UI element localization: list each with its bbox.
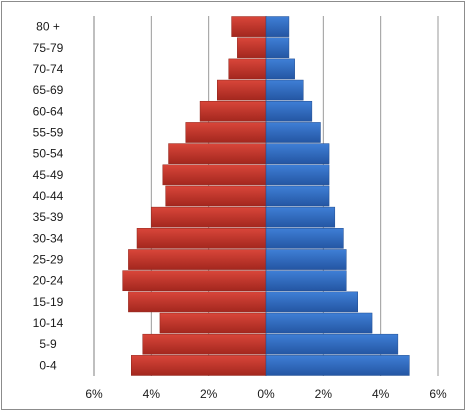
bar-right-45-49 <box>265 164 330 186</box>
bar-right-80- <box>265 16 290 37</box>
bar-right-0-4 <box>265 355 410 376</box>
category-label-80-: 80 + <box>36 20 60 34</box>
bar-right-75-79 <box>265 37 290 59</box>
category-label-50-54: 50-54 <box>33 147 64 161</box>
bar-left-50-54 <box>168 143 267 164</box>
bar-right-50-54 <box>265 143 330 164</box>
category-label-25-29: 25-29 <box>33 253 64 267</box>
bar-left-0-4 <box>131 355 267 376</box>
x-tick-label-5: 4% <box>372 387 390 401</box>
x-tick-label-0: 6% <box>85 387 103 401</box>
category-label-0-4: 0-4 <box>39 358 57 372</box>
x-tick-label-4: 2% <box>315 387 333 401</box>
category-label-5-9: 5-9 <box>39 337 57 351</box>
x-tick-label-6: 6% <box>429 387 447 401</box>
category-label-45-49: 45-49 <box>33 168 64 182</box>
bar-left-35-39 <box>151 206 267 228</box>
category-label-15-19: 15-19 <box>33 295 64 309</box>
bar-right-40-44 <box>265 185 330 207</box>
bar-right-55-59 <box>265 122 321 143</box>
category-label-10-14: 10-14 <box>33 316 64 330</box>
bar-left-5-9 <box>142 333 267 355</box>
bar-left-25-29 <box>128 249 267 270</box>
bar-left-60-64 <box>199 100 267 122</box>
bar-left-15-19 <box>128 291 267 313</box>
bar-left-55-59 <box>185 122 267 143</box>
bar-left-45-49 <box>162 164 267 186</box>
x-tick-label-2: 2% <box>200 387 218 401</box>
bar-left-20-24 <box>122 270 267 292</box>
bar-right-70-74 <box>265 58 295 80</box>
bar-right-60-64 <box>265 100 313 122</box>
bar-right-25-29 <box>265 249 347 270</box>
bar-right-15-19 <box>265 291 358 313</box>
bar-left-80- <box>231 16 267 37</box>
category-label-65-69: 65-69 <box>33 83 64 97</box>
bar-right-65-69 <box>265 79 304 101</box>
category-label-35-39: 35-39 <box>33 210 64 224</box>
bar-right-20-24 <box>265 270 347 292</box>
category-label-40-44: 40-44 <box>33 189 64 203</box>
bar-right-30-34 <box>265 228 344 249</box>
x-tick-label-3: 0% <box>257 387 275 401</box>
category-label-30-34: 30-34 <box>33 231 64 245</box>
bar-right-35-39 <box>265 206 336 228</box>
bar-left-10-14 <box>159 312 267 334</box>
category-label-75-79: 75-79 <box>33 41 64 55</box>
bar-left-70-74 <box>228 58 267 80</box>
bar-right-5-9 <box>265 333 399 355</box>
category-label-60-64: 60-64 <box>33 104 64 118</box>
bar-right-10-14 <box>265 312 373 334</box>
bar-left-75-79 <box>237 37 267 59</box>
category-label-20-24: 20-24 <box>33 274 64 288</box>
bar-left-40-44 <box>165 185 267 207</box>
category-label-70-74: 70-74 <box>33 62 64 76</box>
x-tick-label-1: 4% <box>143 387 161 401</box>
category-label-55-59: 55-59 <box>33 125 64 139</box>
bar-left-30-34 <box>136 228 267 249</box>
bar-left-65-69 <box>217 79 267 101</box>
